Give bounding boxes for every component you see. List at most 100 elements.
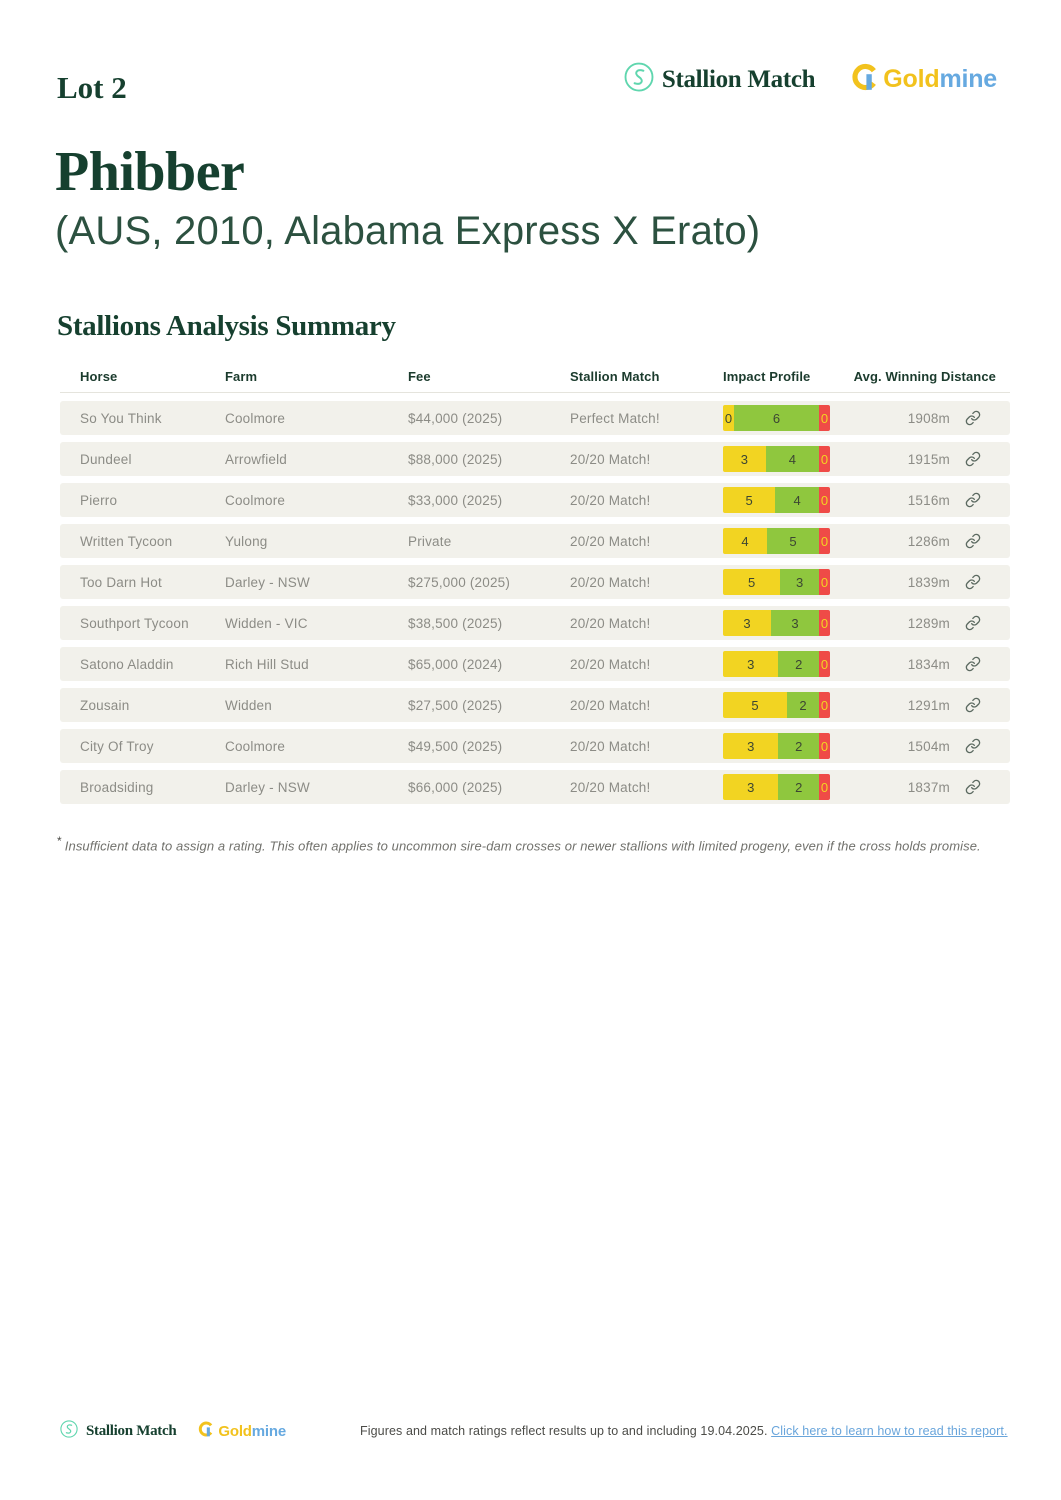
stallion-match-icon	[624, 62, 654, 97]
distance-cell: 1291m	[907, 697, 950, 713]
horse-cell: Zousain	[80, 697, 130, 713]
impact-segment-green: 4	[765, 446, 819, 472]
table-row: Satono Aladdin Rich Hill Stud $65,000 (2…	[60, 647, 1010, 681]
stallion-link-icon[interactable]	[950, 697, 996, 713]
horse-cell: Satono Aladdin	[80, 656, 174, 672]
impact-segment-yellow: 5	[723, 569, 781, 595]
goldmine-wordmark: Goldmine	[883, 65, 997, 93]
stallion-match-cell: 20/20 Match!	[570, 697, 651, 713]
fee-cell: $33,000 (2025)	[408, 492, 503, 508]
column-header-avg-winning-distance: Avg. Winning Distance	[853, 368, 996, 384]
stallion-link-icon[interactable]	[950, 533, 996, 549]
footnote: * Insufficient data to assign a rating. T…	[57, 834, 1007, 853]
impact-segment-yellow: 3	[723, 651, 779, 677]
stallion-match-cell: 20/20 Match!	[570, 574, 651, 590]
impact-segment-red: 0	[819, 528, 830, 554]
farm-cell: Coolmore	[225, 738, 286, 754]
farm-cell: Coolmore	[225, 410, 286, 426]
impact-segment-yellow: 4	[723, 528, 767, 554]
impact-profile-bar: 3 2 0	[723, 733, 830, 759]
stallion-match-cell: 20/20 Match!	[570, 492, 651, 508]
farm-cell: Widden - VIC	[225, 615, 308, 631]
stallion-link-icon[interactable]	[950, 656, 996, 672]
impact-profile-bar: 3 2 0	[723, 651, 830, 677]
stallion-link-icon[interactable]	[950, 574, 996, 590]
stallion-link-icon[interactable]	[950, 615, 996, 631]
distance-cell: 1837m	[907, 779, 950, 795]
farm-cell: Darley - NSW	[225, 779, 310, 795]
fee-cell: $275,000 (2025)	[408, 574, 511, 590]
impact-segment-green: 4	[775, 487, 819, 513]
distance-cell: 1908m	[907, 410, 950, 426]
impact-segment-green: 6	[734, 405, 819, 431]
footer-brand-logos: Stallion Match Goldmine	[60, 1420, 286, 1443]
stallion-match-logo: Stallion Match	[624, 62, 816, 97]
stallion-link-icon[interactable]	[950, 492, 996, 508]
stallions-table: Horse Farm Fee Stallion Match Impact Pro…	[60, 360, 1010, 811]
impact-profile-bar: 5 3 0	[723, 569, 830, 595]
impact-segment-yellow: 3	[723, 610, 771, 636]
goldmine-icon	[851, 63, 879, 96]
impact-profile-bar: 4 5 0	[723, 528, 830, 554]
distance-cell: 1834m	[907, 656, 950, 672]
stallion-link-icon[interactable]	[950, 451, 996, 467]
stallion-link-icon[interactable]	[950, 779, 996, 795]
horse-cell: Southport Tycoon	[80, 615, 189, 631]
impact-profile-bar: 5 2 0	[723, 692, 830, 718]
stallion-match-cell: 20/20 Match!	[570, 615, 651, 631]
farm-cell: Rich Hill Stud	[225, 656, 309, 672]
impact-segment-red: 0	[819, 651, 830, 677]
table-row: Too Darn Hot Darley - NSW $275,000 (2025…	[60, 565, 1010, 599]
fee-cell: $66,000 (2025)	[408, 779, 503, 795]
stallion-match-cell: Perfect Match!	[570, 410, 660, 426]
farm-cell: Darley - NSW	[225, 574, 310, 590]
read-report-link[interactable]: Click here to learn how to read this rep…	[771, 1424, 1008, 1438]
page-title: Phibber	[55, 141, 245, 203]
footer-disclaimer: Figures and match ratings reflect result…	[360, 1424, 1008, 1438]
stallion-match-cell: 20/20 Match!	[570, 779, 651, 795]
distance-cell: 1286m	[907, 533, 950, 549]
impact-profile-bar: 5 4 0	[723, 487, 830, 513]
distance-cell: 1289m	[907, 615, 950, 631]
distance-cell: 1504m	[907, 738, 950, 754]
column-header-farm: Farm	[225, 368, 258, 384]
column-header-horse: Horse	[80, 368, 118, 384]
distance-cell: 1516m	[907, 492, 950, 508]
impact-segment-green: 5	[766, 528, 819, 554]
impact-profile-bar: 3 3 0	[723, 610, 830, 636]
footer-goldmine-logo: Goldmine	[198, 1421, 286, 1442]
impact-segment-green: 2	[778, 651, 819, 677]
farm-cell: Arrowfield	[225, 451, 288, 467]
header-brand-logos: Stallion Match Goldmine	[624, 62, 997, 97]
table-row: Broadsiding Darley - NSW $66,000 (2025) …	[60, 770, 1010, 804]
stallion-match-cell: 20/20 Match!	[570, 656, 651, 672]
impact-segment-red: 0	[819, 446, 830, 472]
distance-cell: 1915m	[907, 451, 950, 467]
page-footer: Stallion Match Goldmine Figures and matc…	[60, 1420, 1007, 1446]
stallion-link-icon[interactable]	[950, 410, 996, 426]
horse-cell: Written Tycoon	[80, 533, 173, 549]
fee-cell: $49,500 (2025)	[408, 738, 503, 754]
farm-cell: Widden	[225, 697, 272, 713]
horse-cell: So You Think	[80, 410, 162, 426]
table-row: So You Think Coolmore $44,000 (2025) Per…	[60, 401, 1010, 435]
horse-cell: City Of Troy	[80, 738, 154, 754]
impact-segment-yellow: 3	[723, 774, 779, 800]
horse-cell: Dundeel	[80, 451, 132, 467]
table-body: So You Think Coolmore $44,000 (2025) Per…	[60, 401, 1010, 804]
impact-segment-red: 0	[819, 405, 830, 431]
impact-segment-green: 2	[778, 733, 819, 759]
impact-segment-green: 3	[780, 569, 819, 595]
stallion-match-cell: 20/20 Match!	[570, 533, 651, 549]
table-row: Pierro Coolmore $33,000 (2025) 20/20 Mat…	[60, 483, 1010, 517]
farm-cell: Yulong	[225, 533, 268, 549]
section-heading: Stallions Analysis Summary	[57, 310, 396, 342]
table-row: Written Tycoon Yulong Private 20/20 Matc…	[60, 524, 1010, 558]
impact-segment-red: 0	[819, 610, 830, 636]
stallion-match-wordmark: Stallion Match	[86, 1423, 177, 1439]
table-header-row: Horse Farm Fee Stallion Match Impact Pro…	[60, 360, 1010, 393]
stallion-link-icon[interactable]	[950, 738, 996, 754]
horse-cell: Too Darn Hot	[80, 574, 162, 590]
table-row: Zousain Widden $27,500 (2025) 20/20 Matc…	[60, 688, 1010, 722]
